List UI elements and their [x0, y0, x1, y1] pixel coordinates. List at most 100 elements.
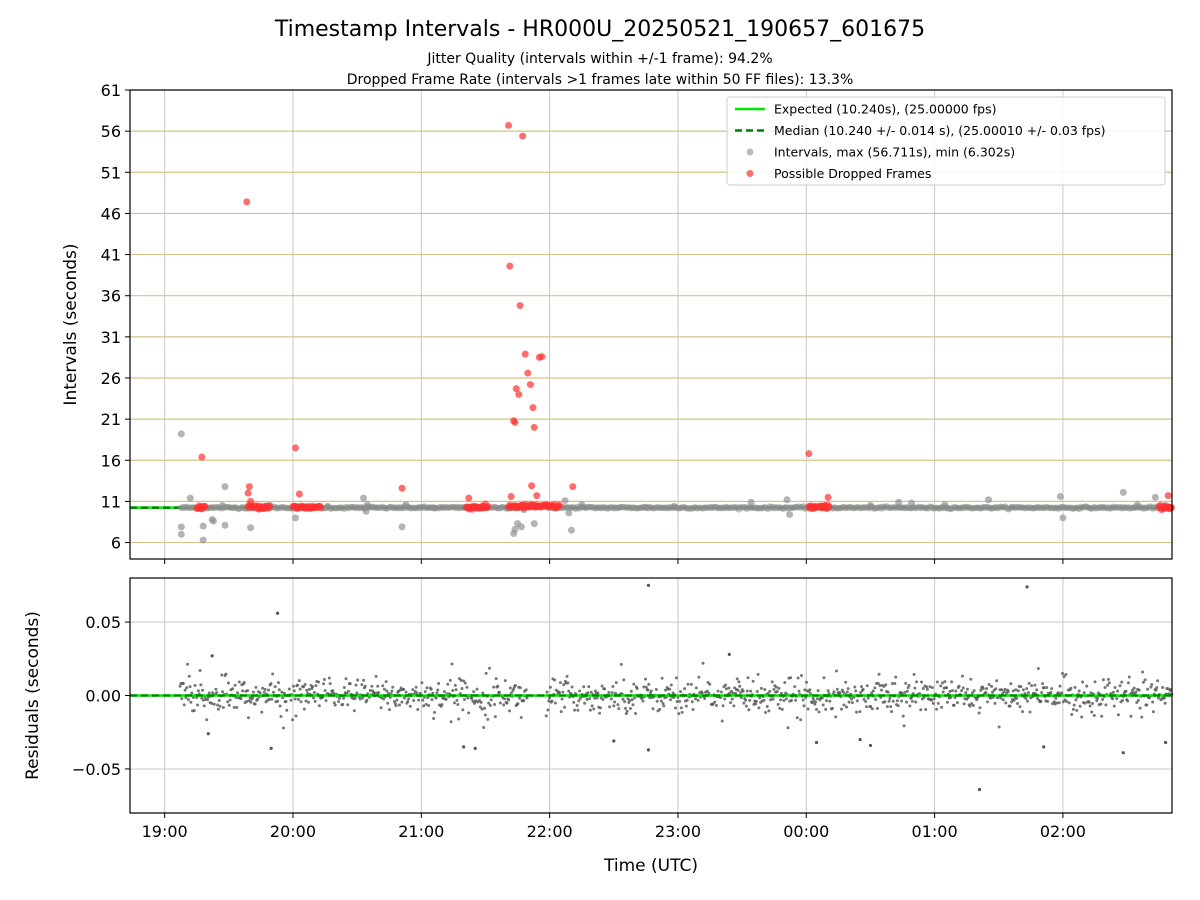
residual-point	[314, 684, 318, 688]
residual-outlier-point	[858, 737, 862, 742]
residual-point	[467, 711, 471, 715]
residual-point	[1050, 687, 1054, 691]
residual-point	[1077, 689, 1081, 693]
intervals-y-ticks: 6 11 16 21 26 31 36 41 46 51 56 61	[101, 81, 130, 553]
dropped-frame-point	[505, 121, 513, 129]
residual-point	[816, 689, 820, 693]
residual-point	[386, 701, 390, 705]
residual-point	[313, 699, 317, 703]
residual-point	[226, 700, 230, 704]
residual-point	[784, 697, 788, 701]
residual-point	[566, 681, 570, 685]
residual-outlier-point	[646, 748, 651, 752]
residual-point	[332, 701, 336, 705]
residual-point	[562, 683, 566, 687]
residual-point	[201, 698, 205, 702]
residual-point	[619, 662, 623, 666]
residual-point	[1014, 688, 1018, 692]
residual-point	[965, 687, 969, 691]
intervals-y-tick-label: 16	[101, 451, 121, 470]
residual-point	[1156, 679, 1160, 683]
residual-point	[1019, 685, 1023, 689]
residual-point	[629, 689, 633, 693]
residual-point	[623, 700, 627, 704]
residual-point	[741, 689, 745, 693]
residual-point	[214, 687, 218, 691]
residual-point	[324, 699, 328, 703]
residual-point	[780, 707, 784, 711]
residual-point	[824, 699, 828, 703]
residual-point	[885, 705, 889, 709]
residuals-y-axis-label: Residuals (seconds)	[23, 611, 43, 780]
residual-point	[362, 678, 366, 682]
residual-point	[327, 676, 331, 680]
interval-point	[402, 501, 410, 509]
residual-point	[772, 687, 776, 691]
residual-point	[1143, 678, 1147, 682]
x-tick-label: 23:00	[655, 822, 701, 841]
residual-point	[212, 702, 216, 706]
residual-point	[723, 697, 727, 701]
residual-point	[765, 704, 769, 708]
legend: Expected (10.240s), (25.00000 fps) Media…	[726, 96, 1166, 186]
residual-point	[1095, 699, 1099, 703]
residual-point	[731, 691, 735, 695]
residual-point	[806, 707, 810, 711]
residual-point	[354, 683, 358, 687]
residual-point	[735, 677, 739, 681]
residual-point	[900, 699, 904, 703]
residual-point	[719, 690, 723, 694]
chart-title: Timestamp Intervals - HR000U_20250521_19…	[274, 17, 925, 42]
residual-point	[188, 685, 192, 689]
residual-point	[493, 702, 497, 706]
residual-point	[703, 696, 707, 700]
residual-point	[1085, 684, 1089, 688]
residual-point	[1060, 691, 1064, 695]
residual-point	[224, 672, 228, 676]
intervals-y-tick-label: 31	[101, 328, 121, 347]
residual-point	[764, 711, 768, 715]
residual-point	[317, 680, 321, 684]
residual-point	[427, 704, 431, 708]
residual-point	[450, 662, 454, 666]
residual-point	[227, 703, 231, 707]
residual-point	[370, 684, 374, 688]
residual-point	[187, 674, 191, 678]
residual-point	[799, 673, 803, 677]
residual-point	[962, 702, 966, 706]
residual-point	[960, 674, 964, 678]
residual-point	[269, 682, 273, 686]
residual-point	[952, 703, 956, 707]
residual-outlier-point	[269, 746, 273, 750]
residual-point	[925, 687, 929, 691]
residual-point	[930, 686, 934, 690]
residual-point	[577, 699, 581, 703]
residual-point	[860, 685, 864, 689]
residual-point	[414, 685, 418, 689]
residual-point	[1111, 690, 1115, 694]
residual-point	[751, 679, 755, 683]
residual-point	[778, 706, 782, 710]
interval-point	[209, 517, 217, 525]
residual-point	[858, 710, 862, 714]
residual-point	[381, 684, 385, 688]
residual-point	[724, 683, 728, 687]
residual-point	[855, 699, 859, 703]
residual-point	[199, 683, 203, 687]
residual-point	[465, 685, 469, 689]
residual-point	[331, 689, 335, 693]
residual-point	[754, 702, 758, 706]
residual-point	[746, 676, 750, 680]
residual-point	[940, 681, 944, 685]
residual-point	[869, 705, 873, 709]
residual-point	[287, 687, 291, 691]
residual-point	[625, 709, 629, 713]
residual-point	[755, 690, 759, 694]
residual-point	[874, 698, 878, 702]
residual-point	[429, 687, 433, 691]
residual-point	[406, 699, 410, 703]
residual-point	[296, 697, 300, 701]
residual-point	[1080, 715, 1084, 719]
residual-point	[595, 696, 599, 700]
residual-point	[236, 691, 240, 695]
